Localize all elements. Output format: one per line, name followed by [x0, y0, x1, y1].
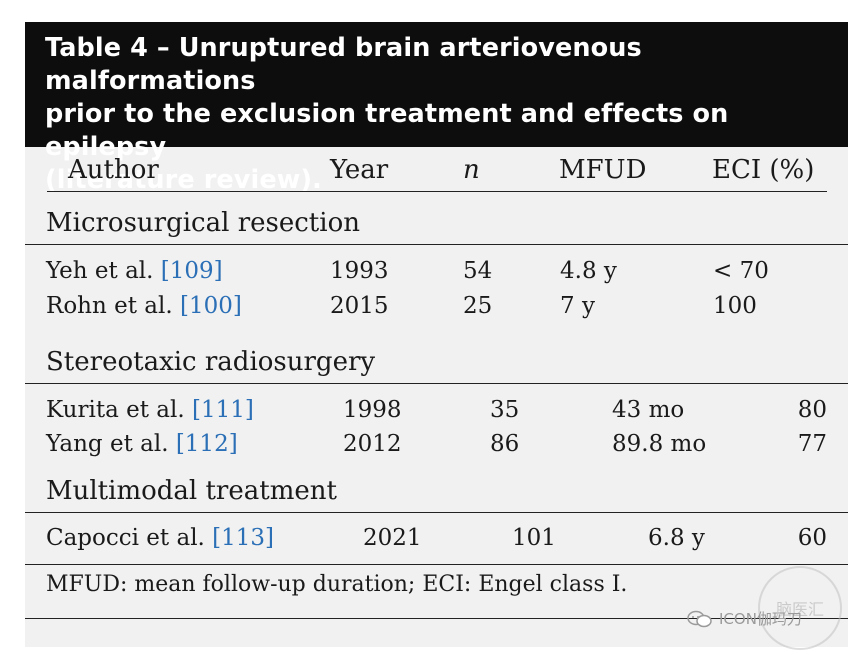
column-header-year: Year: [330, 155, 389, 185]
eci-cell: 77: [797, 431, 827, 457]
title-line: Table 4 – Unruptured brain arteriovenous…: [45, 33, 642, 96]
table-footnote: MFUD: mean follow-up duration; ECI: Enge…: [25, 564, 848, 619]
reference-link[interactable]: [109]: [160, 258, 223, 284]
reference-link[interactable]: [100]: [179, 293, 242, 319]
table-title: Table 4 – Unruptured brain arteriovenous…: [25, 22, 848, 195]
title-line: prior to the exclusion treatment and eff…: [45, 99, 729, 162]
reference-link[interactable]: [112]: [175, 431, 238, 457]
title-line: (literature review).: [45, 165, 322, 195]
column-header-author: Author: [68, 155, 159, 185]
n-cell: 35: [490, 397, 520, 423]
author-name: Kurita et al.: [46, 397, 185, 423]
year-cell: 2012: [343, 431, 402, 457]
year-cell: 2021: [363, 525, 422, 551]
eci-cell: 100: [713, 293, 757, 319]
section-label: Microsurgical resection: [46, 208, 360, 238]
author-cell: Yang et al. [112]: [46, 431, 238, 457]
author-name: Yeh et al.: [46, 258, 154, 284]
watermark-seal: 脑医汇: [758, 566, 842, 650]
column-header-eci: ECI (%): [712, 155, 815, 185]
column-header-mfud: MFUD: [559, 155, 647, 185]
reference-link[interactable]: [111]: [191, 397, 254, 423]
eci-cell: < 70: [713, 258, 769, 284]
eci-cell: 80: [797, 397, 827, 423]
author-cell: Yeh et al. [109]: [46, 258, 223, 284]
watermark-text: ICON伽玛刀: [719, 610, 802, 628]
watermark: ICON伽玛刀: [686, 608, 802, 629]
n-cell: 86: [490, 431, 520, 457]
n-cell: 54: [463, 258, 493, 284]
table-row: Kurita et al. [111] 1998 35 43 mo 80: [25, 397, 848, 431]
author-name: Yang et al.: [46, 431, 169, 457]
year-cell: 2015: [330, 293, 389, 319]
n-cell: 25: [463, 293, 493, 319]
table-row: Rohn et al. [100] 2015 25 7 y 100: [25, 293, 848, 327]
year-cell: 1993: [330, 258, 389, 284]
author-name: Rohn et al.: [46, 293, 173, 319]
author-cell: Rohn et al. [100]: [46, 293, 242, 319]
column-header-row: Author Year n MFUD ECI (%): [47, 149, 827, 192]
section-header-microsurgical: Microsurgical resection: [25, 206, 848, 245]
author-cell: Capocci et al. [113]: [46, 525, 274, 551]
author-cell: Kurita et al. [111]: [46, 397, 254, 423]
section-header-multimodal: Multimodal treatment: [25, 474, 848, 513]
mfud-cell: 6.8 y: [648, 525, 705, 551]
eci-cell: 60: [797, 525, 827, 551]
table-row: Yang et al. [112] 2012 86 89.8 mo 77: [25, 431, 848, 465]
mfud-cell: 43 mo: [612, 397, 685, 423]
table-row: Yeh et al. [109] 1993 54 4.8 y < 70: [25, 258, 848, 292]
mfud-cell: 4.8 y: [560, 258, 617, 284]
mfud-cell: 89.8 mo: [612, 431, 707, 457]
n-cell: 101: [512, 525, 556, 551]
year-cell: 1998: [343, 397, 402, 423]
table-row: Capocci et al. [113] 2021 101 6.8 y 60: [25, 525, 848, 559]
section-header-radiosurgery: Stereotaxic radiosurgery: [25, 345, 848, 384]
author-name: Capocci et al.: [46, 525, 205, 551]
column-header-n: n: [463, 155, 480, 185]
section-label: Stereotaxic radiosurgery: [46, 347, 376, 377]
mfud-cell: 7 y: [560, 293, 595, 319]
section-label: Multimodal treatment: [46, 476, 337, 506]
wechat-icon: [687, 610, 712, 627]
footnote-text: MFUD: mean follow-up duration; ECI: Enge…: [46, 572, 628, 597]
table-card: Table 4 – Unruptured brain arteriovenous…: [25, 22, 848, 647]
reference-link[interactable]: [113]: [212, 525, 275, 551]
